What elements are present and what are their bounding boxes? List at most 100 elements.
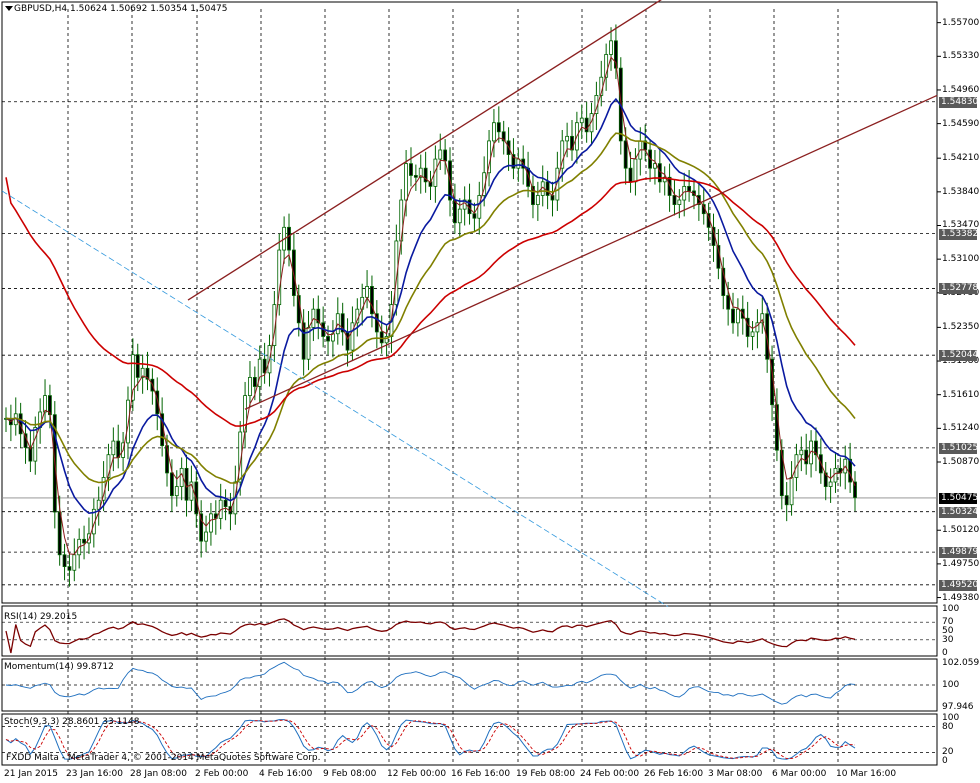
candle-body [106, 454, 111, 478]
candle-body [667, 176, 672, 196]
price-tick-label: 1.55330 [942, 51, 980, 62]
candle-body [62, 554, 67, 568]
indicator-level-label: 70 [942, 617, 954, 628]
candle-body [394, 240, 399, 306]
candle-body [418, 167, 423, 178]
price-tick-label: 1.55700 [942, 17, 980, 28]
price-tick-label: 1.53470 [942, 220, 980, 231]
candle-body [409, 163, 413, 176]
hline-price-tag[interactable]: 1.49520 [939, 579, 979, 591]
date-tick-label: 26 Feb 16:00 [644, 769, 704, 779]
candle-body [43, 395, 47, 413]
price-tick-label: 1.49750 [942, 558, 980, 569]
copyright-text: FXDD Malta - MetaTrader 4, © 2001-2014 M… [6, 753, 321, 763]
hline-price-tag[interactable]: 1.49879 [939, 547, 979, 559]
candle-body [365, 286, 369, 298]
indicator-level-label: 20 [942, 747, 954, 758]
candle-body [560, 140, 565, 169]
candle-body [677, 199, 682, 205]
rsi-title: RSI(14) 29.2015 [4, 612, 78, 622]
candle-body [745, 317, 750, 337]
hline-price-tag[interactable]: 1.53382 [939, 228, 979, 240]
candle-body [199, 513, 204, 542]
candle-body [287, 226, 291, 251]
channel-lower-line [244, 94, 938, 410]
candle-body [809, 440, 813, 465]
date-tick-label: 10 Mar 16:00 [836, 769, 897, 779]
candle-body [828, 481, 833, 487]
candle-body [140, 367, 145, 378]
price-tick-label: 1.50870 [942, 457, 980, 467]
price-tick-label: 1.54210 [942, 153, 980, 164]
candle-body [696, 195, 701, 205]
candle-body [565, 135, 570, 142]
indicator-level-label: 50 [942, 626, 954, 636]
candle-body [277, 249, 282, 306]
date-tick-label: 12 Feb 00:00 [387, 769, 447, 779]
price-tick-label: 1.54590 [942, 118, 980, 129]
candle-body [404, 163, 409, 201]
indicator-level-label: 97.946 [942, 701, 974, 712]
candle-body [350, 322, 355, 351]
candle-body [501, 131, 506, 142]
candle-body [33, 427, 38, 462]
candle-body [609, 40, 613, 55]
candle-body [252, 377, 257, 387]
candle-body [687, 185, 692, 192]
price-tick-label: 1.53840 [942, 186, 980, 197]
symbol-label: GBPUSD,H4 [14, 4, 68, 14]
price-tick-label: 1.53100 [942, 254, 980, 265]
candle-body [57, 511, 62, 556]
stoch-main-line [5, 719, 856, 760]
hline-price-tag[interactable]: 1.51025 [939, 442, 979, 454]
candle-body [853, 481, 857, 498]
candle-body [579, 117, 584, 124]
ma-red-line [5, 177, 856, 427]
price-tick-label: 1.51240 [942, 423, 980, 434]
date-tick-label: 2 Feb 00:00 [195, 769, 249, 779]
candle-body [67, 566, 72, 571]
candle-body [765, 313, 770, 360]
candle-body [370, 286, 374, 315]
hline-price-tag[interactable]: 1.50475 [939, 492, 979, 504]
candle-body [511, 154, 516, 169]
candle-body [413, 175, 418, 178]
candle-body [755, 322, 760, 333]
hline-price-tag[interactable]: 1.50324 [939, 506, 979, 518]
candle-body [555, 167, 560, 201]
date-tick-label: 16 Feb 16:00 [451, 769, 511, 779]
candle-body [433, 158, 438, 187]
panel-border-0 [1, 1, 938, 604]
hline-price-tag[interactable]: 1.54830 [939, 96, 979, 108]
stoch-title: Stoch(9,3,3) 28.8601 33.1148 [4, 717, 140, 727]
candle-body [750, 331, 755, 337]
candle-body [545, 181, 550, 196]
momentum-title: Momentum(14) 99.8712 [4, 662, 114, 672]
date-tick-label: 9 Feb 08:00 [323, 769, 377, 779]
candle-body [457, 208, 462, 224]
candle-body [248, 377, 252, 397]
price-tick-label: 1.50120 [942, 525, 980, 536]
hline-price-tag[interactable]: 1.52044 [939, 350, 979, 362]
indicator-level-label: 0 [942, 756, 948, 766]
candle-body [570, 135, 574, 151]
price-tick-label: 1.51610 [942, 389, 980, 400]
candle-body [204, 531, 208, 542]
indicator-level-label: 30 [942, 634, 954, 645]
candle-body [384, 336, 389, 344]
candle-body [604, 54, 609, 78]
candle-body [531, 185, 535, 205]
candle-body [82, 538, 86, 544]
symbol-dropdown-arrow-icon[interactable] [5, 6, 13, 11]
candle-body [823, 472, 828, 487]
hline-price-tag[interactable]: 1.52778 [939, 283, 979, 295]
candle-body [316, 308, 321, 324]
ma-olive-line [5, 132, 856, 484]
date-tick-label: 3 Mar 08:00 [708, 769, 763, 779]
candle-body [155, 390, 160, 415]
dashed-trend-line [1, 190, 669, 607]
indicator-level-label: 80 [942, 721, 954, 732]
date-tick-label: 19 Feb 08:00 [516, 769, 576, 779]
candle-body [189, 481, 194, 501]
